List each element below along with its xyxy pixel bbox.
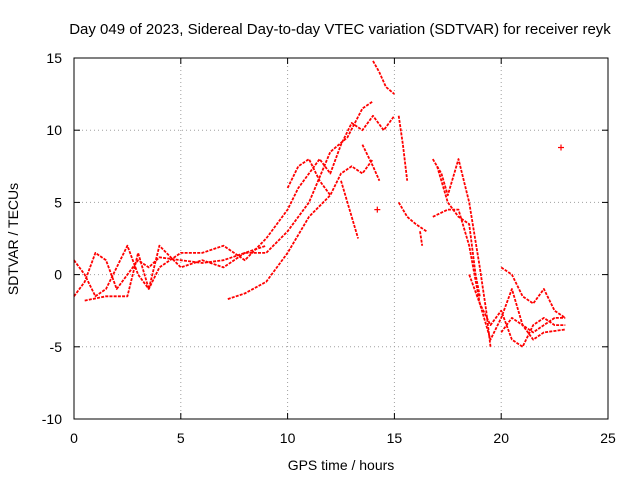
x-axis-label: GPS time / hours	[288, 457, 395, 473]
isolated-point	[558, 144, 565, 151]
series-track-4	[227, 158, 374, 300]
y-tick-label: 10	[46, 122, 62, 138]
series-track-15	[468, 274, 566, 348]
series-track-1	[73, 100, 374, 297]
x-tick-labels: 0 5 10 15 20 25	[70, 430, 616, 446]
series-track-11	[419, 231, 424, 246]
x-tick-label: 0	[70, 430, 78, 446]
y-tick-label: -5	[50, 339, 63, 355]
x-tick-label: 25	[600, 430, 616, 446]
isolated-point	[374, 206, 381, 213]
y-tick-labels: -10 -5 0 5 10 15	[42, 50, 62, 427]
series-track-13	[432, 158, 492, 347]
x-tick-label: 5	[177, 430, 185, 446]
series-track-10	[397, 201, 427, 233]
y-tick-label: 5	[54, 194, 62, 210]
series-track-2	[73, 114, 396, 298]
y-tick-label: -10	[42, 411, 62, 427]
plot-frame	[73, 57, 609, 420]
axis-ticks	[73, 57, 609, 420]
x-tick-label: 20	[493, 430, 509, 446]
series-track-16	[500, 266, 566, 319]
series-track-17	[500, 317, 566, 341]
series-track-9	[397, 115, 409, 181]
x-tick-label: 10	[280, 430, 296, 446]
series-track-3	[84, 244, 267, 302]
series-track-7	[361, 144, 381, 182]
chart-title: Day 049 of 2023, Sidereal Day-to-day VTE…	[69, 21, 611, 38]
y-tick-label: 15	[46, 50, 62, 66]
y-axis-label: SDTVAR / TECUs	[5, 183, 21, 295]
series-track-8	[372, 60, 395, 95]
series-track-6	[340, 180, 359, 239]
grid-lines	[74, 58, 608, 419]
data-series	[73, 60, 566, 348]
series-track-12	[432, 208, 566, 341]
y-tick-label: 0	[54, 267, 62, 283]
x-tick-label: 15	[387, 430, 403, 446]
series-track-14	[436, 166, 481, 297]
